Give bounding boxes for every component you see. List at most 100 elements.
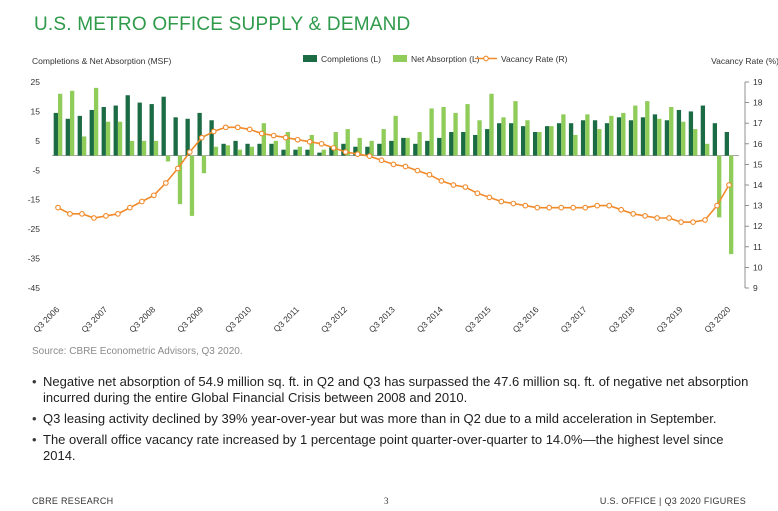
net-absorption-bar: [321, 149, 326, 156]
completions-bar: [700, 105, 706, 156]
legend-label-net-absorption: Net Absorption (L): [411, 54, 480, 64]
completions-bar: [353, 146, 358, 156]
vacancy-point: [67, 210, 73, 217]
right-tick-label: 9: [753, 283, 758, 293]
legend-label-vacancy: Vacancy Rate (R): [501, 54, 568, 64]
vacancy-point: [726, 182, 732, 188]
net-absorption-bar: [393, 115, 398, 156]
left-tick-label: 15: [31, 106, 41, 116]
completions-bar: [377, 143, 382, 156]
net-absorption-bar: [441, 107, 446, 156]
completions-bar: [509, 123, 514, 156]
chart-axes: Completions & Net Absorption (MSF) Vacanc…: [28, 56, 778, 334]
vacancy-point: [438, 178, 445, 184]
vacancy-point: [115, 210, 121, 217]
completions-bar: [185, 118, 190, 156]
net-absorption-bar: [141, 140, 147, 156]
x-tick-label: Q3 2010: [223, 304, 253, 334]
x-tick-label: Q3 2013: [367, 304, 397, 334]
completions-bar: [305, 149, 310, 156]
net-absorption-bar: [537, 132, 542, 156]
vacancy-point: [450, 182, 457, 188]
source-note: Source: CBRE Econometric Advisors, Q3 20…: [32, 346, 243, 357]
net-absorption-bar: [489, 93, 494, 156]
completions-bar: [221, 143, 226, 156]
net-absorption-bar: [201, 155, 207, 174]
net-absorption-bar: [657, 118, 662, 156]
x-tick-label: Q3 2009: [175, 304, 205, 334]
vacancy-point: [606, 202, 613, 209]
footer-report-title: U.S. OFFICE | Q3 2020 FIGURES: [599, 496, 746, 506]
completions-bar: [257, 143, 262, 156]
net-absorption-bar: [717, 155, 722, 218]
vacancy-point: [258, 130, 265, 137]
completions-bar: [401, 137, 406, 156]
completions-bar: [568, 123, 574, 156]
completions-bar: [77, 115, 82, 156]
net-absorption-bar: [705, 143, 710, 156]
vacancy-point: [534, 204, 541, 211]
vacancy-point: [234, 124, 241, 131]
left-axis-title: Completions & Net Absorption (MSF): [32, 56, 172, 66]
x-tick-label: Q3 2018: [606, 304, 636, 334]
net-absorption-bar: [249, 146, 255, 156]
completions-bar: [592, 120, 598, 156]
x-tick-label: Q3 2016: [511, 304, 541, 334]
vacancy-point: [486, 194, 493, 201]
completions-bar: [293, 149, 298, 156]
vacancy-point: [222, 124, 229, 131]
completions-bar: [137, 102, 142, 156]
completions-bar: [544, 126, 550, 156]
net-absorption-bar: [513, 101, 518, 156]
left-tick-label: -5: [32, 165, 40, 175]
right-tick-label: 13: [753, 201, 763, 211]
net-absorption-bar: [153, 140, 159, 156]
net-absorption-bar: [129, 140, 135, 156]
net-absorption-bar: [669, 107, 674, 156]
vacancy-point: [402, 163, 409, 170]
completions-bar: [461, 132, 466, 156]
net-absorption-bar: [309, 134, 314, 156]
vacancy-point: [306, 138, 313, 145]
net-absorption-bar: [237, 149, 243, 156]
legend-swatch-completions: [303, 55, 317, 62]
net-absorption-bar: [501, 117, 506, 156]
vacancy-point: [330, 145, 337, 151]
right-tick-label: 15: [753, 159, 763, 169]
completions-bar: [473, 134, 478, 156]
completions-bar: [724, 132, 730, 156]
completions-bar: [209, 120, 214, 156]
vacancy-point: [498, 198, 505, 205]
net-absorption-bar: [345, 129, 350, 156]
supply-demand-chart: Completions & Net Absorption (MSF) Vacanc…: [28, 54, 778, 334]
completions-bar: [676, 109, 682, 156]
completions-bar: [425, 140, 430, 156]
right-tick-label: 16: [753, 139, 763, 149]
completions-bar: [329, 146, 334, 156]
vacancy-point: [186, 149, 193, 155]
x-tick-label: Q3 2015: [463, 304, 493, 334]
completions-bar: [389, 140, 394, 156]
net-absorption-bar: [417, 132, 422, 156]
completions-bar: [413, 143, 418, 156]
completions-bar: [233, 140, 238, 156]
net-absorption-bar: [69, 90, 75, 156]
net-absorption-bar: [189, 155, 195, 216]
net-absorption-bar: [225, 145, 231, 156]
completions-bar: [497, 123, 502, 156]
right-axis-title: Vacancy Rate (%): [711, 56, 778, 66]
completions-bar: [245, 143, 250, 156]
vacancy-point: [246, 126, 253, 133]
net-absorption-bar: [573, 134, 578, 156]
vacancy-point: [103, 213, 109, 219]
completions-bar: [640, 117, 646, 156]
completions-bar: [485, 129, 490, 156]
vacancy-point: [570, 204, 577, 211]
completions-bar: [149, 104, 154, 156]
completions-bar: [664, 120, 670, 156]
net-absorption-bar: [405, 137, 410, 156]
page-title: U.S. METRO OFFICE SUPPLY & DEMAND: [34, 14, 411, 35]
vacancy-point: [151, 192, 157, 199]
right-tick-label: 19: [753, 77, 763, 87]
left-tick-label: -15: [28, 195, 41, 205]
